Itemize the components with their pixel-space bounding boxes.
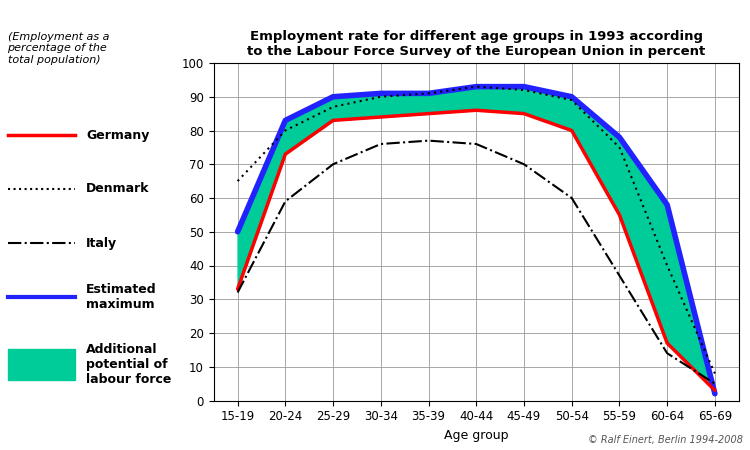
Text: Italy: Italy: [86, 237, 117, 249]
Text: Germany: Germany: [86, 129, 149, 141]
Text: Denmark: Denmark: [86, 183, 150, 195]
Text: (Employment as a
percentage of the
total population): (Employment as a percentage of the total…: [8, 32, 109, 65]
Text: © Ralf Einert, Berlin 1994-2008: © Ralf Einert, Berlin 1994-2008: [587, 436, 742, 446]
X-axis label: Age group: Age group: [444, 429, 509, 442]
Title: Employment rate for different age groups in 1993 according
to the Labour Force S: Employment rate for different age groups…: [247, 30, 705, 58]
Text: Estimated
maximum: Estimated maximum: [86, 283, 157, 311]
Text: Additional
potential of
labour force: Additional potential of labour force: [86, 343, 172, 386]
